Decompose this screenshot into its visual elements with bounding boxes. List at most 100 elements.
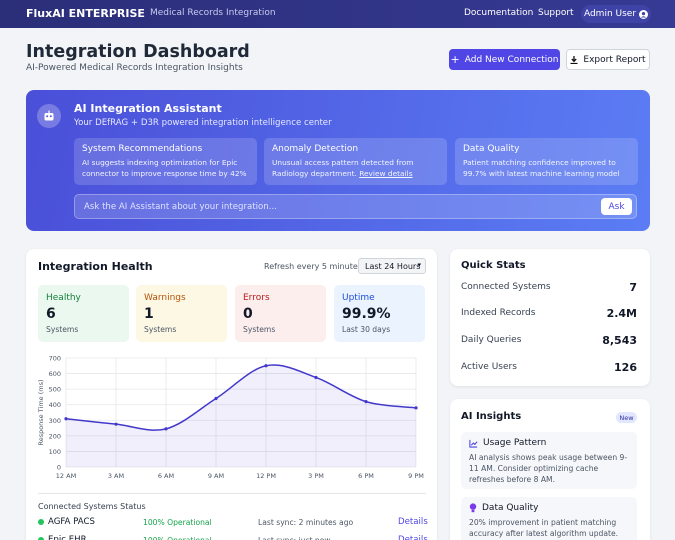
stat-label: Healthy [46,293,81,303]
system-status: 100% Operational [143,518,212,527]
y-tick-label: 0 [57,464,61,472]
details-link[interactable]: Details [398,517,428,527]
system-sync: Last sync: 2 minutes ago [258,518,354,527]
insights-title: AI Insights [461,411,522,422]
nav-subtitle: Medical Records Integration [150,8,276,18]
quick-stats-title: Quick Stats [461,260,526,271]
x-tick-label: 3 AM [108,472,124,480]
quick-stat-value: 126 [614,361,637,374]
nav-link[interactable]: Support [538,8,574,18]
quick-stat-label: Indexed Records [461,308,536,318]
brand[interactable]: FluxAI ENTERPRISE [26,7,145,20]
stat-value: 0 [243,306,253,322]
y-tick-label: 100 [49,448,61,456]
download-icon [570,55,578,64]
line-area [66,365,416,467]
system-sync: Last sync: just now [258,536,331,540]
add-connection-button[interactable]: + Add New Connection [449,49,560,70]
quick-stat-value: 8,543 [602,334,637,347]
system-name: AGFA PACS [48,517,95,527]
card-title: System Recommendations [82,144,203,154]
x-tick-label: 9 AM [208,472,224,480]
assistant-card: Data Quality Patient matching confidence … [455,138,638,185]
system-status: 100% Operational [143,536,212,540]
point [114,422,118,426]
x-tick-label: 6 AM [158,472,174,480]
response-time-chart: 0 100 200 300 400 500 600 700 12 AM 3 AM 6 AM 9 AM 1… [37,355,424,481]
x-tick-label: 12 AM [56,472,76,480]
y-tick-label: 500 [49,386,61,394]
stat-sub: Systems [46,325,79,334]
card-title: Data Quality [463,144,520,154]
insight-text: AI analysis shows peak usage between 9-1… [469,453,628,484]
stat-box: Errors 0 Systems [235,285,326,342]
robot-icon [37,104,61,128]
select-caret: ▾ [417,261,421,269]
assistant-card: System Recommendations AI suggests indexi… [74,138,257,185]
stat-box: Warnings 1 Systems [136,285,227,342]
x-tick-label: 12 PM [256,472,276,480]
y-tick-label: 300 [49,417,61,425]
x-tick-label: 6 PM [358,472,374,480]
assistant-card: Anomaly Detection Unusual access pattern … [264,138,447,185]
insight-card: Usage Pattern AI analysis shows peak usag… [461,432,637,489]
stat-box: Uptime 99.9% Last 30 days [334,285,425,342]
user-name: Admin User [583,9,637,19]
assistant-input[interactable]: Ask the AI Assistant about your integrat… [74,194,637,219]
point [264,364,268,368]
ask-button[interactable]: Ask [601,198,632,215]
divider [38,493,426,494]
export-button[interactable]: Export Report [566,49,650,70]
user-icon [639,9,649,19]
insight-title: Data Quality [482,503,539,513]
stat-sub: Last 30 days [342,325,391,334]
quick-stat-label: Connected Systems [461,282,551,292]
y-axis-label: Response Time (ms) [37,379,45,445]
point [214,396,218,401]
card-text: Unusual access pattern detected from Rad… [272,157,439,179]
stat-value: 1 [144,306,154,322]
point [364,400,368,404]
bulb-icon [469,503,477,513]
review-link[interactable]: Review details [359,169,413,178]
refresh-note: Refresh every 5 minutes [264,262,362,271]
range-value: Last 24 Hours [365,262,421,271]
quick-stats-card [450,249,650,386]
x-tick-label: 9 PM [408,472,424,480]
stat-sub: Systems [144,325,177,334]
point [314,375,318,380]
assistant-title: AI Integration Assistant [74,102,222,115]
stat-sub: Systems [243,325,276,334]
status-dot [38,519,44,525]
card-text-body: Unusual access pattern detected from Rad… [272,158,414,178]
details-link[interactable]: Details [398,535,428,540]
range-select[interactable]: Last 24 Hours ▾ [358,258,426,274]
y-tick-label: 600 [49,370,61,378]
new-badge: New [616,412,637,423]
nav-link[interactable]: Documentation [464,8,534,18]
robot-glyph [44,110,54,121]
stat-label: Warnings [144,293,186,303]
stat-box: Healthy 6 Systems [38,285,129,342]
y-tick-label: 200 [49,432,61,440]
user-menu[interactable]: Admin User [581,5,651,23]
stat-label: Uptime [342,293,375,303]
plus-icon: + [450,53,460,66]
x-tick-label: 3 PM [308,472,324,480]
y-tick-label: 400 [49,401,61,409]
quick-stat-label: Daily Queries [461,335,522,345]
insight-text: 20% improvement in patient matching accu… [469,518,619,538]
assistant-subtitle: Your DEfRAG + D3R powered integration in… [74,118,332,128]
systems-title: Connected Systems Status [38,502,146,511]
quick-stat-label: Active Users [461,362,517,372]
stat-value: 6 [46,306,56,322]
stat-value: 99.9% [342,306,391,322]
quick-stat-value: 2.4M [606,307,637,320]
health-title: Integration Health [38,260,153,273]
card-text: AI suggests indexing optimization for Ep… [82,158,247,178]
point [164,427,168,431]
page-title: Integration Dashboard [26,42,250,62]
status-dot [38,537,44,540]
stat-label: Errors [243,293,270,303]
